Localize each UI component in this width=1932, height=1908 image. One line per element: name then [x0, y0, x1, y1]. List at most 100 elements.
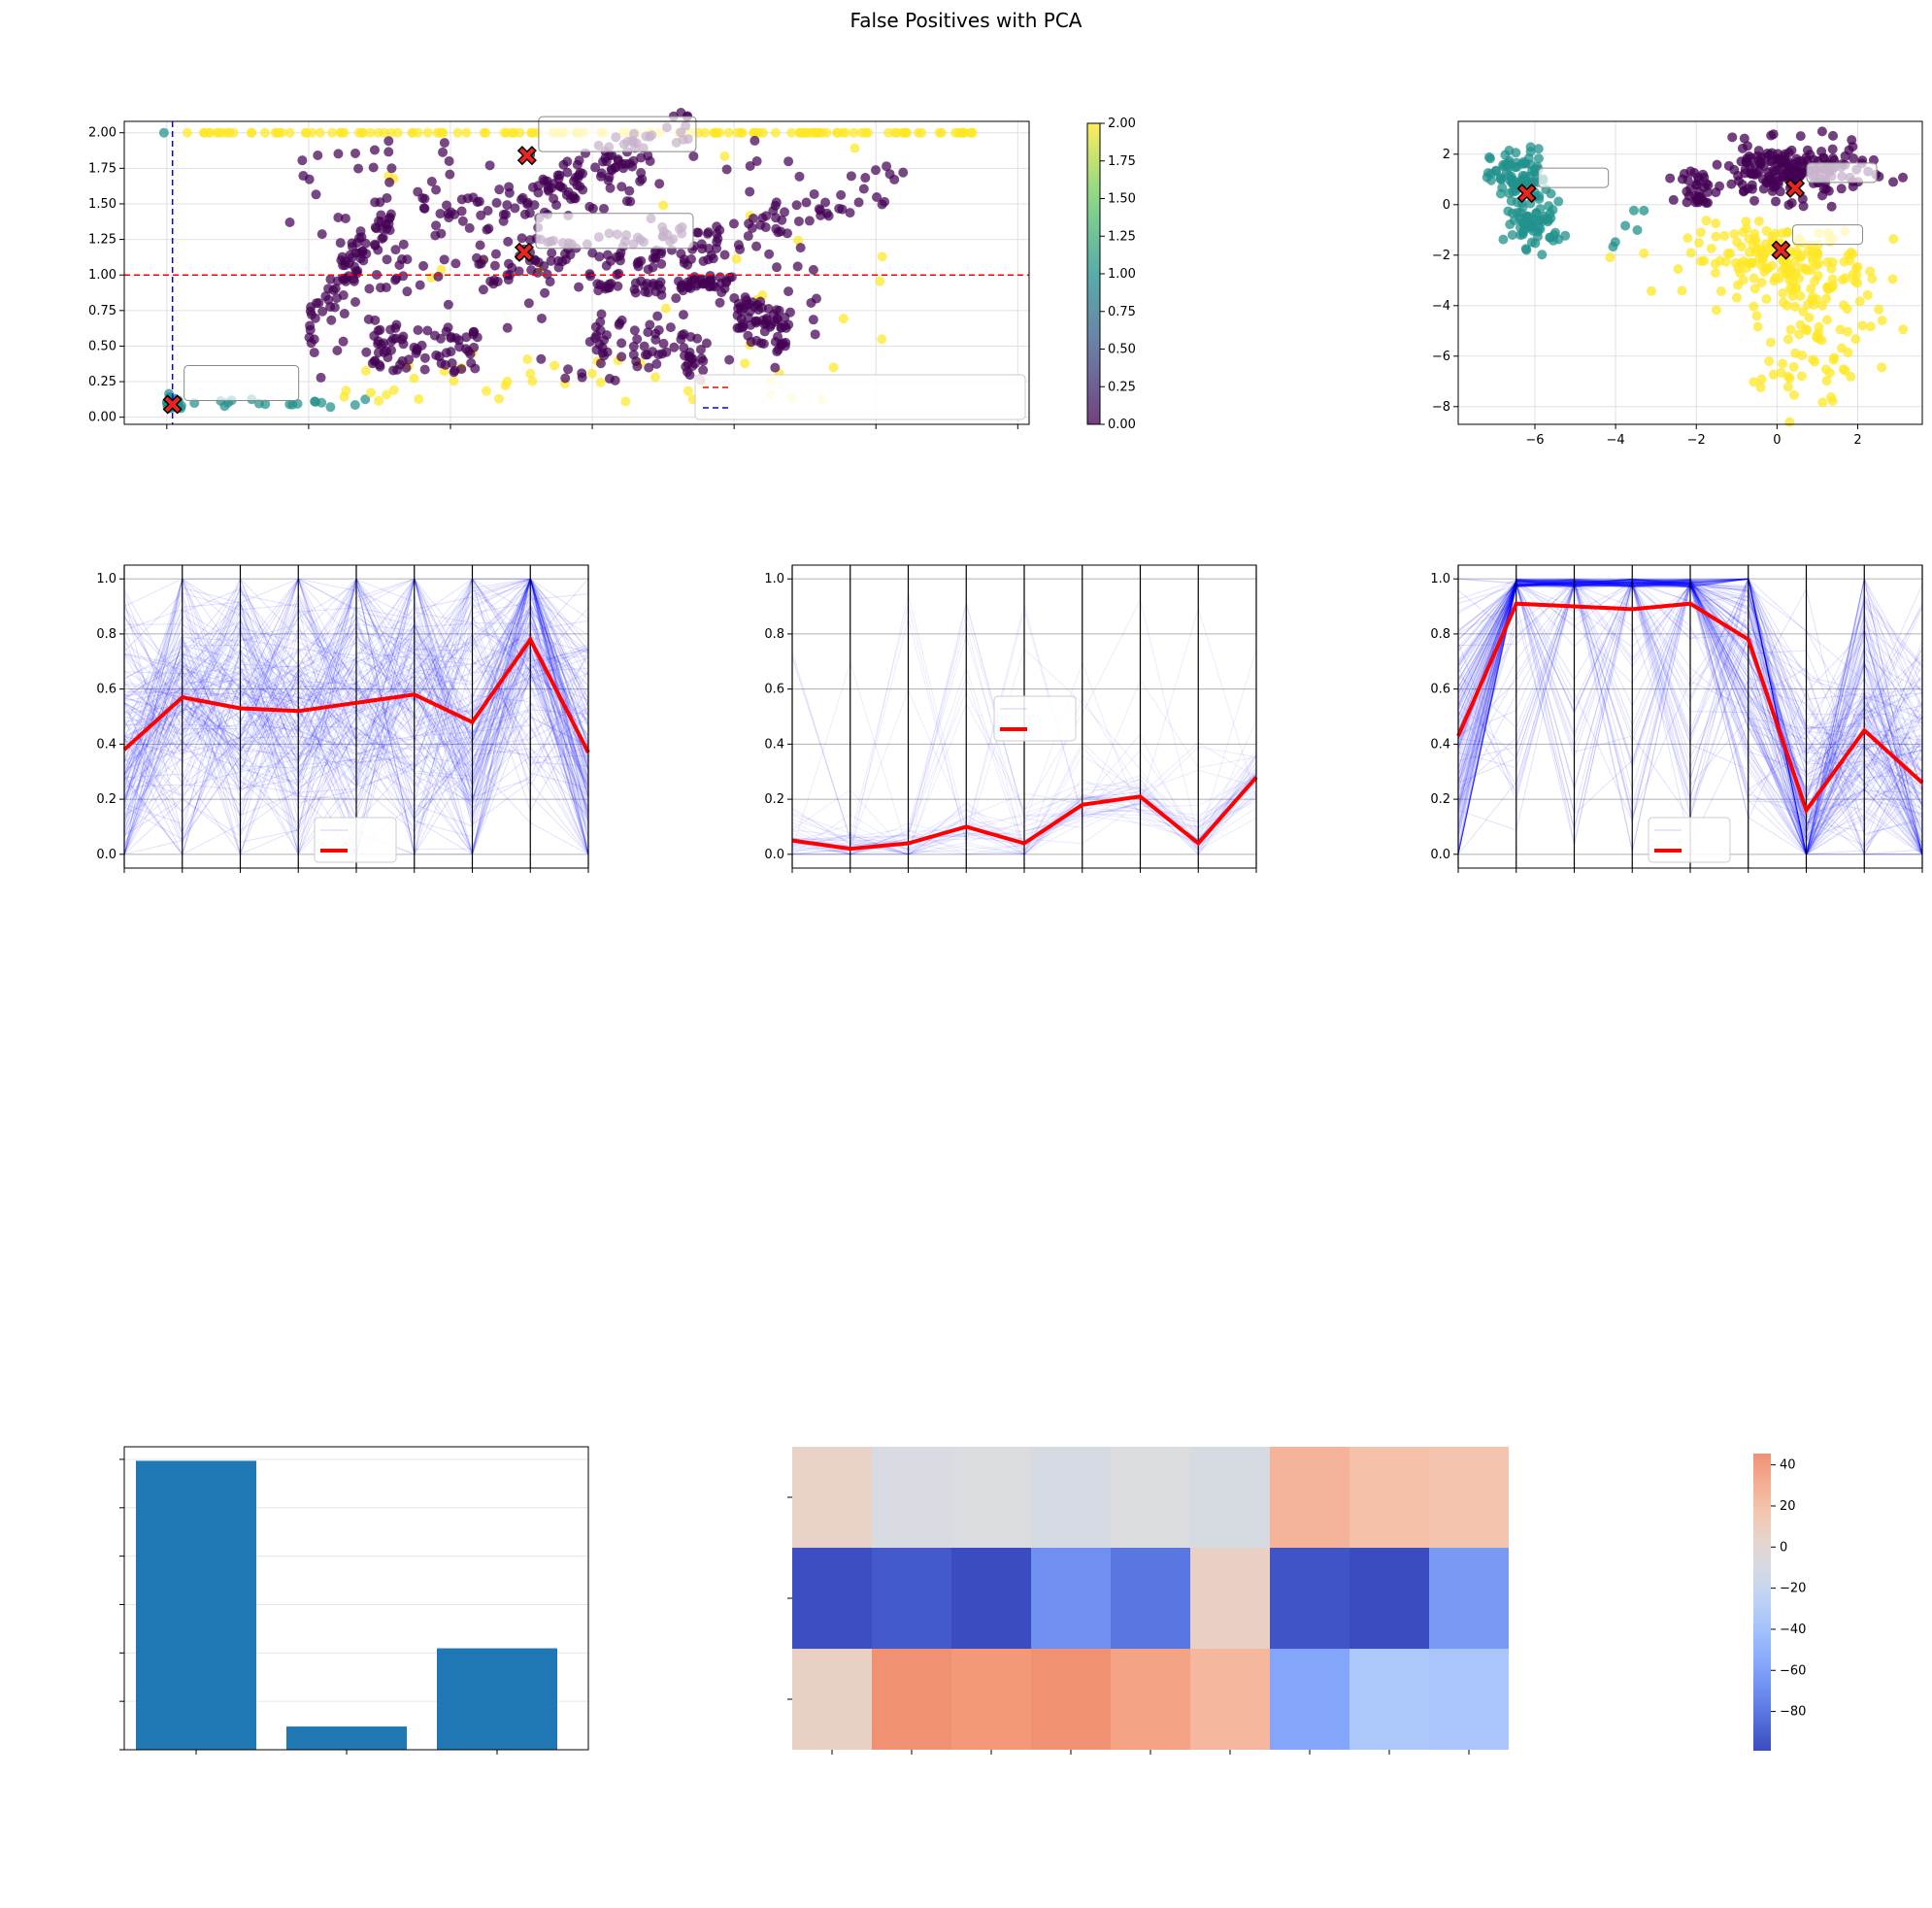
- cluster-0-point: [475, 240, 485, 251]
- cluster-0-pca-point: [1826, 201, 1837, 212]
- cluster-0-pca-point: [1791, 153, 1802, 164]
- cluster-0-annotation-box: [535, 213, 694, 250]
- cluster-0-point: [547, 248, 557, 258]
- cluster-0-point: [364, 284, 375, 294]
- cluster-0-point: [510, 203, 520, 214]
- cluster-2-pca-point: [1784, 417, 1795, 427]
- cluster-0-point: [391, 273, 402, 284]
- cluster-0-point: [605, 183, 616, 193]
- heatmap-cell: [1111, 1649, 1190, 1750]
- cluster-2-point: [379, 127, 389, 138]
- cluster-0-point: [648, 278, 658, 288]
- cluster-0-point: [616, 338, 627, 349]
- cluster-2-pca-point: [1756, 277, 1767, 287]
- cluster-2-pca-point: [1776, 367, 1786, 378]
- cluster-0-pca-point: [1752, 151, 1763, 161]
- heatmap-cell: [1429, 1548, 1509, 1649]
- cluster-0-point: [390, 245, 401, 255]
- cluster-2-pca-point: [1821, 315, 1832, 325]
- cluster-0-point: [357, 246, 368, 256]
- cluster-0-point: [385, 209, 396, 219]
- cluster-1-pca-point: [1518, 156, 1529, 167]
- cluster-0-pca-point: [1692, 172, 1703, 183]
- cluster-0-point: [836, 189, 847, 200]
- cluster-0-point: [644, 362, 654, 373]
- cluster-2-point: [793, 235, 804, 246]
- cluster-0-point: [584, 269, 595, 280]
- cluster-2-pca-point: [1857, 320, 1868, 331]
- cluster-0-point: [340, 213, 350, 223]
- cluster-2-pca-point: [1810, 356, 1820, 367]
- cluster-2-point: [365, 127, 376, 138]
- cluster-0-point: [435, 209, 446, 219]
- cluster-2-pca-point: [1817, 300, 1828, 311]
- cluster-0-point: [599, 335, 610, 346]
- cluster-0-point: [584, 201, 595, 212]
- cluster-2-pca-point: [1877, 316, 1887, 326]
- cluster-2-pca-point: [1706, 243, 1716, 253]
- cluster-0-point: [431, 350, 442, 360]
- cluster-0-point: [368, 162, 379, 173]
- cluster-2-pca-point: [1827, 274, 1838, 285]
- cluster-2-point: [274, 127, 284, 138]
- cluster-2-point: [499, 127, 510, 138]
- cluster-1-pca-point: [1533, 144, 1544, 154]
- y-tick-label: 0.2: [764, 792, 784, 807]
- colorbar-tick-label: 1.75: [1108, 154, 1136, 169]
- cluster-0-point: [793, 216, 804, 226]
- cluster-0-point: [297, 155, 308, 166]
- cluster-2-pca-point: [1749, 273, 1759, 284]
- heatmap-cell: [792, 1649, 872, 1750]
- cluster-1-pca-point: [1632, 224, 1643, 235]
- x-tick-label: 0: [1773, 433, 1781, 448]
- heatmap-cell: [1270, 1447, 1349, 1548]
- cluster-2-pca-point: [1852, 261, 1863, 272]
- y-tick-label: 1.0: [764, 572, 784, 586]
- cluster-0-point: [563, 364, 574, 375]
- cluster-0-point: [320, 291, 331, 302]
- cluster-1-pca-point: [1498, 234, 1509, 245]
- colorbar-tick-label: 0.50: [1108, 343, 1136, 357]
- cluster-1-pca-point: [1560, 230, 1571, 241]
- cluster-0-point: [419, 364, 430, 375]
- cluster-1-point: [325, 402, 336, 413]
- cluster-0-point: [837, 204, 848, 215]
- cluster-0-point: [375, 361, 385, 372]
- cluster-2-point: [388, 385, 399, 395]
- cluster-2-pca-point: [1739, 255, 1749, 266]
- cluster-0-pca-point: [1766, 130, 1777, 141]
- cluster-0-pca-point: [1775, 154, 1785, 165]
- cluster-0-pca-point: [1668, 194, 1679, 205]
- cluster-2-point: [341, 385, 351, 396]
- cluster-2-pca-point: [1865, 321, 1876, 332]
- cluster-1-pca-point: [1507, 177, 1517, 187]
- cluster-2-point: [525, 368, 536, 379]
- cluster-0-point: [776, 322, 786, 333]
- cluster-0-point: [316, 372, 326, 383]
- cluster-0-point: [503, 236, 514, 247]
- cluster-1-pca-point: [1521, 211, 1532, 221]
- cluster-0-point: [478, 285, 488, 295]
- cluster-2-pca-point: [1784, 284, 1795, 294]
- cluster-0-point: [715, 224, 725, 235]
- heatmap-cell: [1429, 1649, 1509, 1750]
- cluster-0-pca-point: [1816, 146, 1827, 156]
- cluster-2-point: [527, 127, 538, 138]
- cluster-0-point: [430, 230, 441, 241]
- figure-title: False Positives with PCA: [850, 9, 1083, 32]
- cluster-2-pca-point: [1685, 248, 1696, 258]
- cluster-1-pca-point: [1497, 183, 1508, 193]
- y-tick-label: 1.75: [88, 161, 117, 176]
- cluster-1-centroid-marker: [1516, 184, 1537, 204]
- cluster-0-point: [801, 197, 812, 208]
- cluster-0-point: [524, 208, 535, 218]
- heatmap-cell: [951, 1548, 1031, 1649]
- cluster-0-point: [433, 271, 444, 282]
- cluster-0-pca-point: [1743, 184, 1753, 194]
- cluster-0-point: [780, 207, 790, 218]
- cluster-0-point: [616, 351, 627, 362]
- cluster-2-point: [816, 127, 827, 138]
- cluster-0-point: [693, 227, 704, 238]
- cluster-0-point: [846, 171, 856, 182]
- cluster-2-pca-point: [1778, 287, 1788, 298]
